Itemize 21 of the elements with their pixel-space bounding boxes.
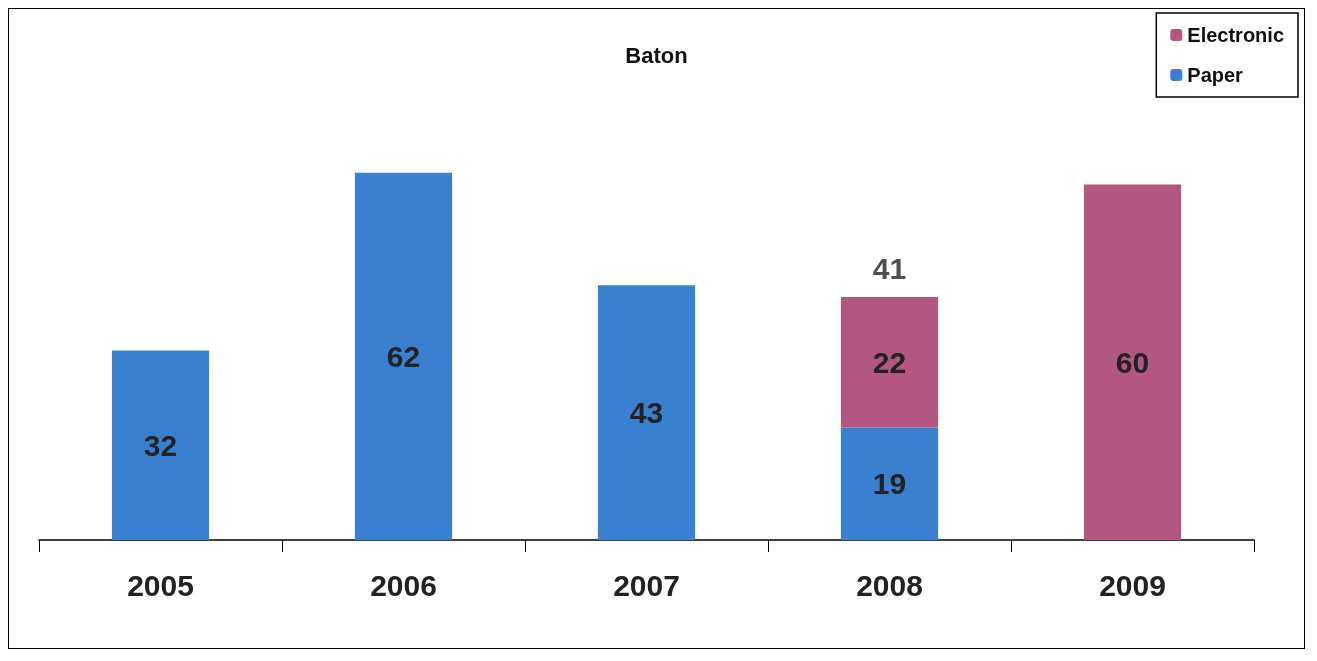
- x-tick-label: 2005: [127, 568, 194, 602]
- bar: [354, 172, 453, 540]
- x-tick-label: 2009: [1099, 568, 1166, 602]
- x-tick-label: 2007: [613, 568, 680, 602]
- data-label: 60: [1115, 345, 1150, 379]
- data-label: 62: [386, 339, 421, 373]
- bar: [1083, 184, 1182, 540]
- data-label: 43: [629, 396, 664, 430]
- bar: [840, 427, 939, 540]
- data-label: 22: [872, 345, 907, 379]
- chart-title: Baton: [625, 42, 688, 68]
- bar: [597, 285, 696, 540]
- bar: [111, 350, 210, 540]
- data-label: 32: [143, 428, 178, 462]
- x-tick-label: 2006: [370, 568, 437, 602]
- legend-label: Paper: [1187, 64, 1244, 86]
- x-tick-label: 2008: [856, 568, 923, 602]
- total-label: 41: [872, 251, 907, 285]
- data-label: 19: [872, 467, 907, 501]
- bar: [840, 297, 939, 428]
- legend-label: Electronic: [1187, 24, 1284, 46]
